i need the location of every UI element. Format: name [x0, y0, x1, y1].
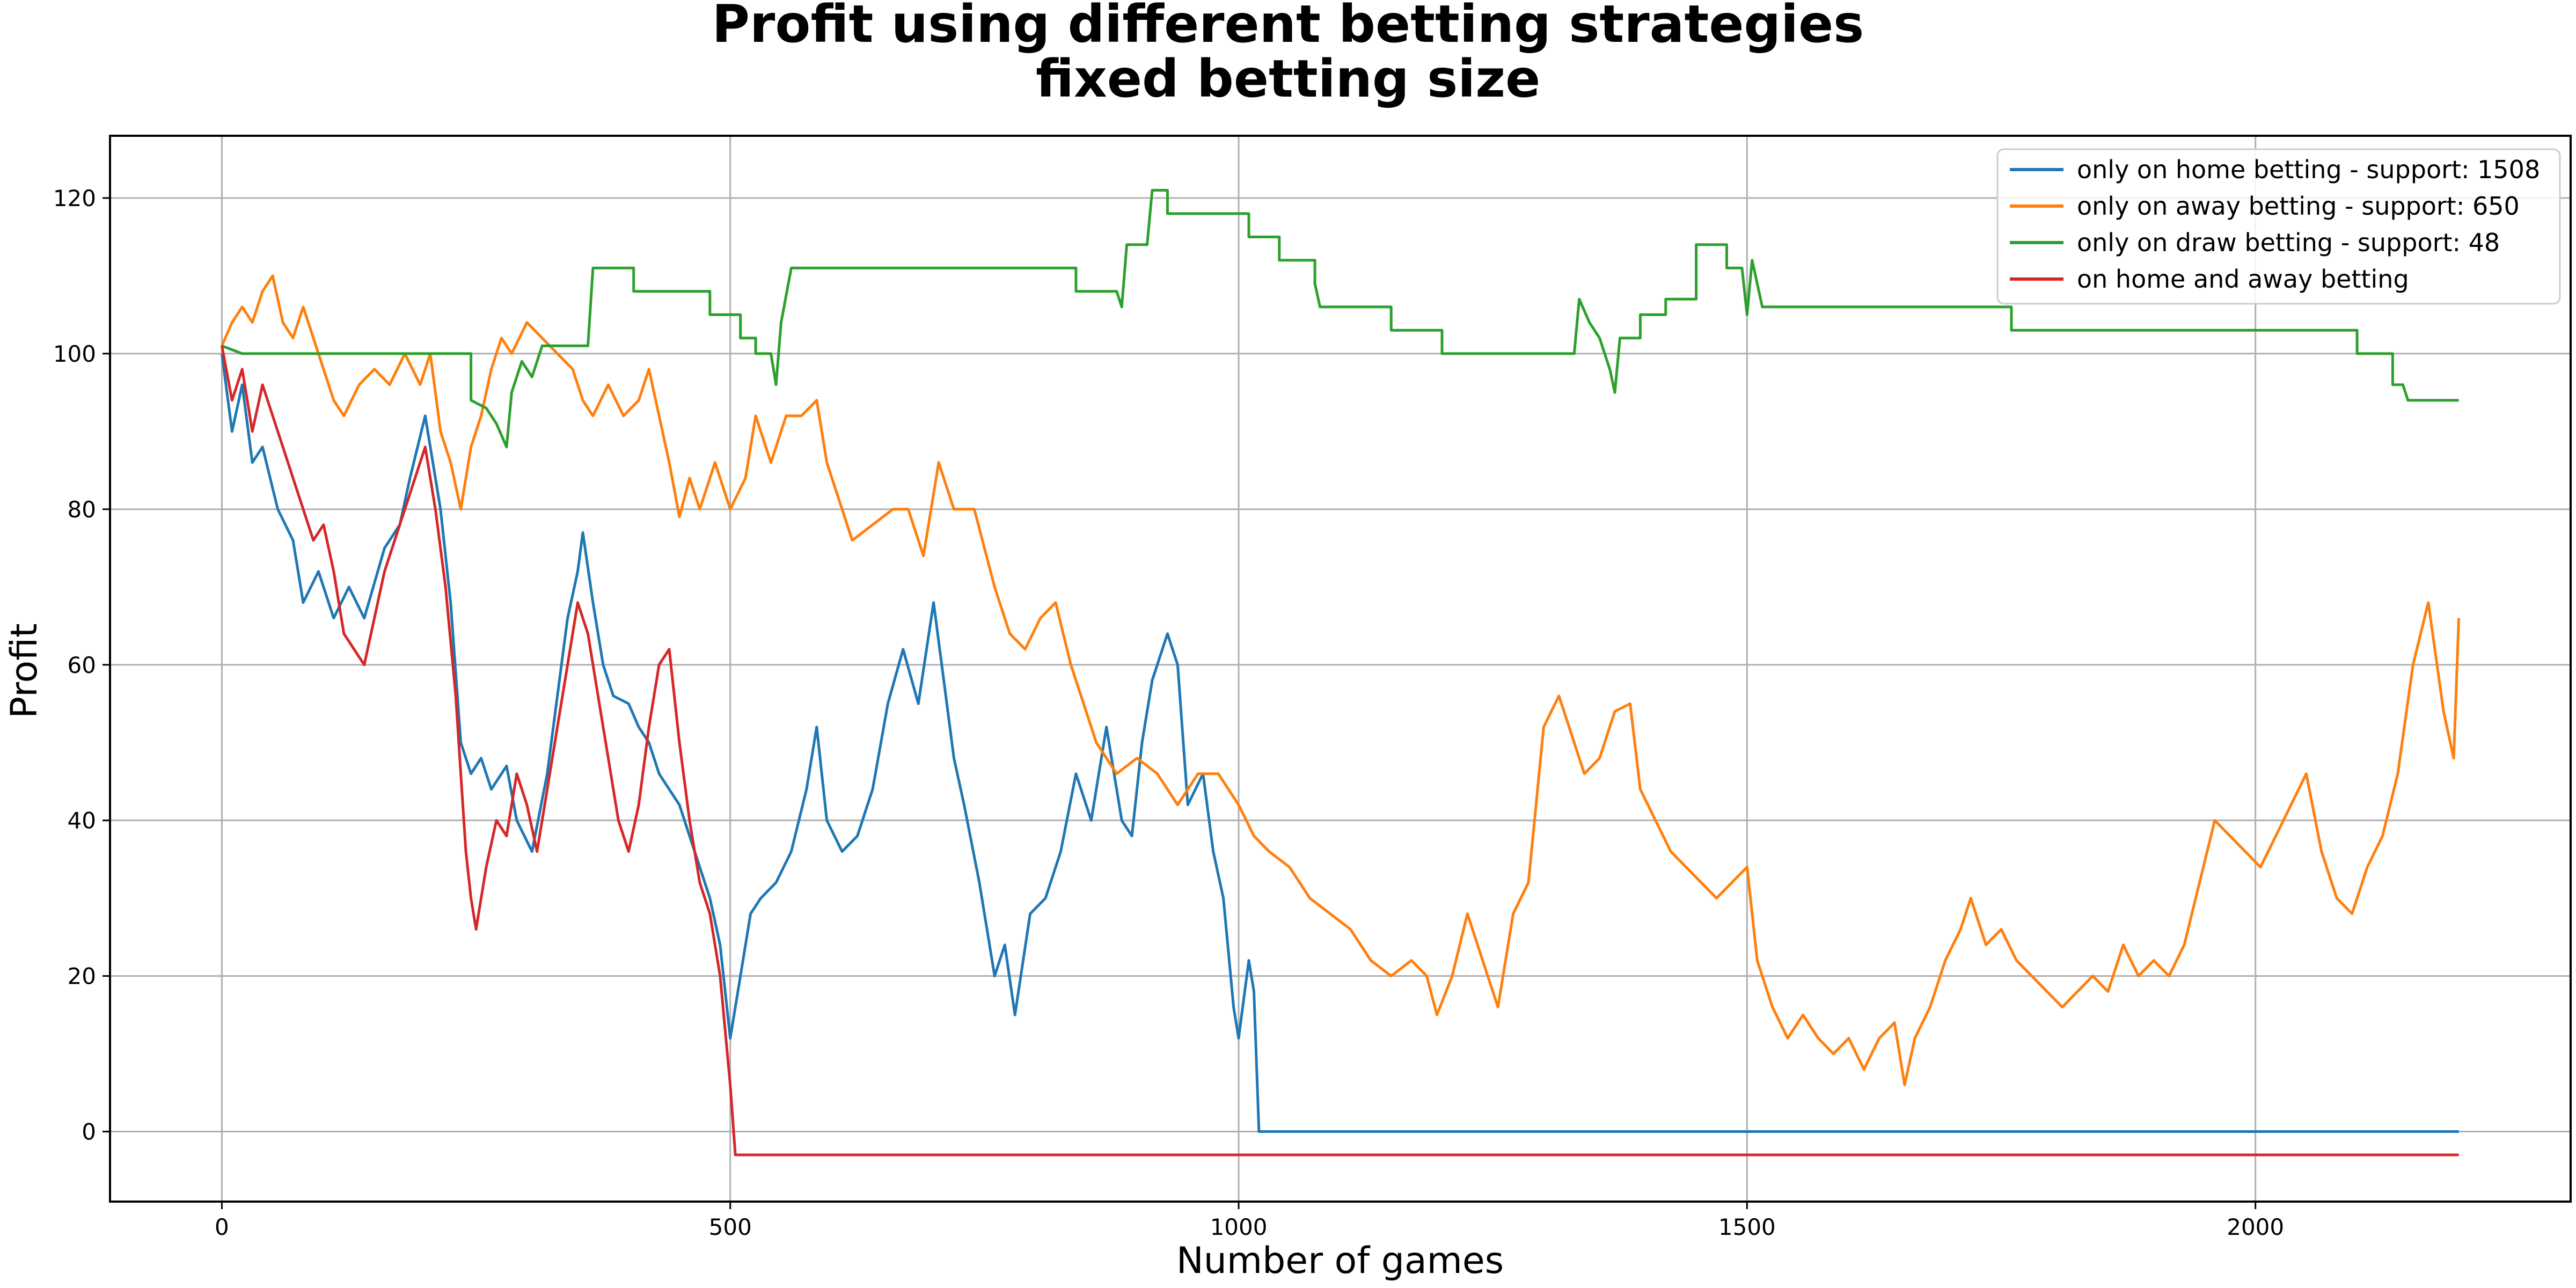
legend-label: only on draw betting - support: 48 — [2077, 228, 2500, 257]
y-axis-label: Profit — [3, 623, 46, 718]
y-tick-label: 120 — [53, 185, 96, 211]
chart-legend: only on home betting - support: 1508 only… — [1996, 148, 2561, 305]
y-tick-label: 20 — [68, 963, 96, 990]
chart-title-line-1: Profit using different betting strategie… — [712, 0, 1864, 54]
plot-area-frame — [109, 135, 2572, 1203]
series-line-0 — [220, 353, 2459, 1133]
x-axis-ticks: 0 500 1000 1500 2000 — [215, 1202, 2284, 1240]
y-tick-label: 100 — [53, 341, 96, 367]
y-axis-ticks: 0 20 40 60 80 100 120 — [53, 185, 110, 1145]
chart-title-line-2: fixed betting size — [1036, 49, 1540, 109]
x-axis-label: Number of games — [1176, 1240, 1504, 1282]
series-lines — [220, 189, 2461, 1157]
x-tick-label: 500 — [709, 1214, 752, 1240]
x-tick-label: 0 — [215, 1214, 229, 1240]
y-tick-label: 0 — [82, 1119, 96, 1145]
legend-label: only on away betting - support: 650 — [2077, 192, 2520, 221]
y-tick-label: 60 — [68, 652, 96, 678]
legend-box — [1996, 148, 2561, 305]
series-line-1 — [221, 274, 2461, 1087]
x-tick-label: 1500 — [1718, 1214, 1776, 1240]
x-tick-label: 1000 — [1210, 1214, 1268, 1240]
legend-label: on home and away betting — [2077, 265, 2409, 294]
legend-label: only on home betting - support: 1508 — [2077, 155, 2540, 184]
y-tick-label: 40 — [68, 808, 96, 834]
y-tick-label: 80 — [68, 496, 96, 523]
series-line-2 — [221, 189, 2459, 449]
series-line-3 — [220, 345, 2459, 1157]
x-tick-label: 2000 — [2227, 1214, 2284, 1240]
